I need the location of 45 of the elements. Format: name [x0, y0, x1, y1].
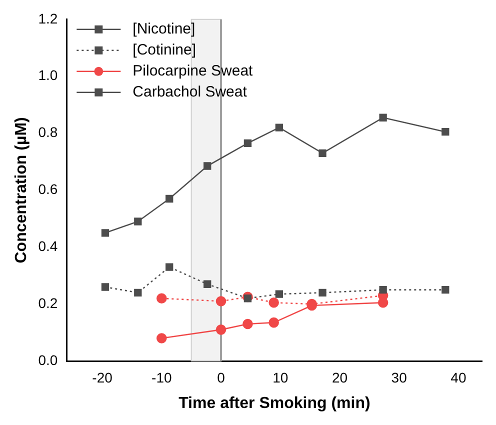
y-tick-label: 0.0: [38, 352, 58, 368]
point: [134, 218, 142, 226]
point: [268, 317, 279, 328]
point: [442, 128, 450, 136]
point: [204, 280, 212, 288]
x-tick-label: -20: [92, 369, 113, 386]
point: [134, 288, 142, 297]
y-tick-label: 0.6: [38, 181, 58, 198]
point: [244, 294, 252, 302]
y-tick-label: 0.8: [38, 124, 58, 140]
legend-label: [Nicotine]: [132, 20, 196, 38]
x-tick-label: 0: [217, 369, 226, 386]
point: [101, 283, 110, 291]
y-tick-label: 0.2: [38, 294, 58, 311]
point: [318, 288, 326, 297]
legend-label: Pilocarpine Sweat: [132, 62, 254, 80]
x-tick-label: 10: [272, 369, 288, 386]
y-axis-title: Concentration (µM): [13, 117, 30, 264]
x-tick-label: -10: [152, 369, 172, 386]
point: [379, 286, 387, 294]
x-axis-title: Time after Smoking (min): [178, 394, 370, 412]
point: [166, 194, 174, 203]
point: [216, 296, 226, 306]
point: [275, 290, 284, 298]
y-tick-label: 0.4: [38, 238, 58, 254]
point: [101, 229, 110, 237]
point: [216, 324, 226, 335]
point: [166, 263, 174, 271]
x-tick-label: 20: [332, 369, 348, 386]
point: [318, 149, 326, 158]
point: [268, 297, 279, 308]
point: [442, 286, 450, 294]
x-tick-label: 40: [450, 369, 466, 386]
y-tick-label: 1.2: [38, 10, 58, 26]
point: [379, 114, 387, 122]
legend-label: [Cotinine]: [132, 42, 196, 59]
legend-label: Carbachol Sweat: [132, 84, 248, 101]
point: [275, 124, 284, 132]
y-tick-label: 1.0: [38, 67, 58, 84]
point: [242, 318, 253, 330]
x-tick-label: 30: [391, 369, 408, 386]
point: [156, 293, 167, 304]
point: [204, 162, 212, 170]
point: [244, 139, 252, 148]
point: [156, 333, 167, 344]
